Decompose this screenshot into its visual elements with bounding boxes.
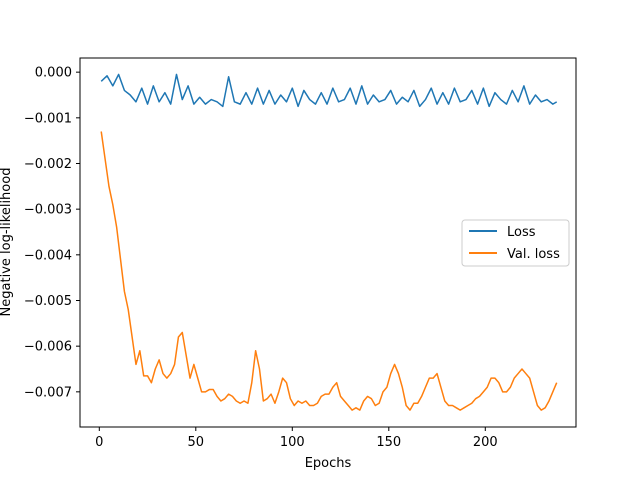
series-layer [100, 73, 558, 411]
y-tick-label: −0.001 [24, 111, 72, 126]
series-line-val-loss [100, 131, 558, 411]
legend: Loss Val. loss [461, 219, 570, 267]
x-tick-label: 0 [95, 435, 103, 450]
x-tick-label: 50 [188, 435, 205, 450]
x-tick-label: 150 [376, 435, 401, 450]
y-axis-label: Negative log-likelihood [0, 168, 14, 317]
x-tick-label: 100 [280, 435, 305, 450]
y-tick-label: −0.004 [24, 248, 72, 263]
y-tick-label: −0.007 [24, 385, 72, 400]
legend-label-val-loss: Val. loss [507, 247, 560, 262]
y-tick-label: −0.005 [24, 294, 72, 309]
series-line-loss [100, 73, 558, 108]
y-axis: 0.000 −0.001 −0.002 −0.003 −0.004 −0.005 −0.00… [24, 66, 80, 400]
y-tick-label: −0.006 [24, 340, 72, 355]
legend-label-loss: Loss [507, 225, 536, 240]
y-tick-label: 0.000 [35, 66, 72, 81]
x-tick-label: 200 [473, 435, 498, 450]
y-tick-label: −0.002 [24, 157, 72, 172]
x-axis: 0 50 100 150 200 [95, 427, 498, 450]
y-tick-label: −0.003 [24, 203, 72, 218]
axes-frame [79, 57, 577, 428]
x-axis-label: Epochs [305, 456, 352, 471]
